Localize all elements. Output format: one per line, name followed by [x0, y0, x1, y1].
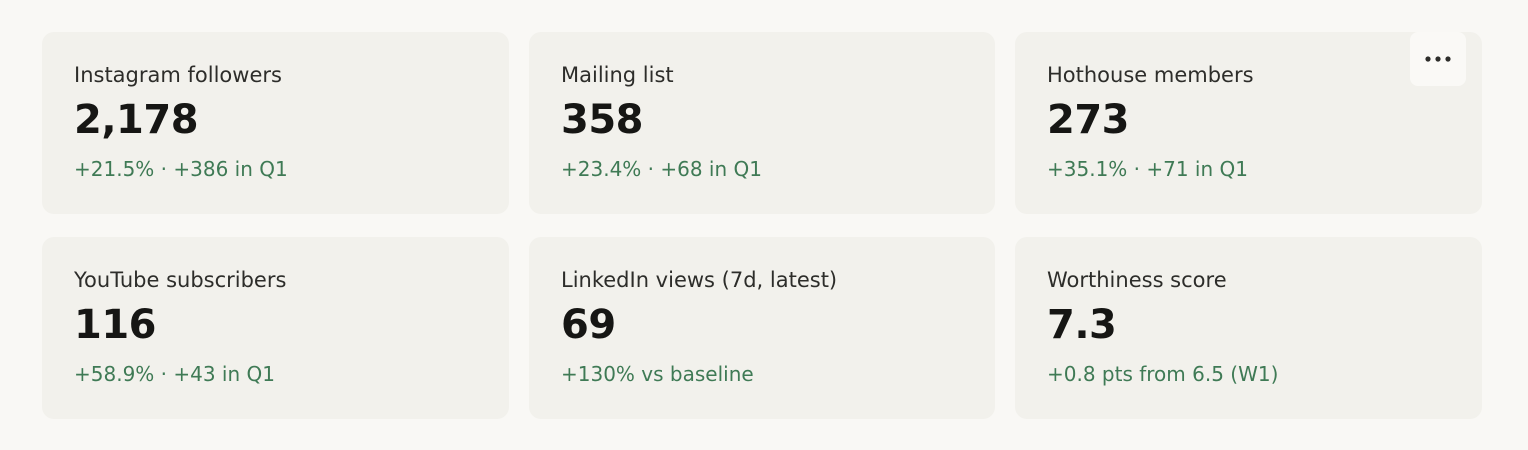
stat-label: Mailing list: [561, 63, 674, 87]
stat-change: +130% vs baseline: [561, 362, 754, 386]
stat-value: 116: [74, 302, 157, 348]
stat-card: LinkedIn views (7d, latest) 69 +130% vs ba…: [529, 237, 995, 419]
stat-card: Hothouse members 273 +35.1% · +71 in Q1: [1015, 32, 1482, 214]
stat-change: +58.9% · +43 in Q1: [74, 362, 275, 386]
stat-card: Worthiness score 7.3 +0.8 pts from 6.5 (W1…: [1015, 237, 1482, 419]
stat-value: 358: [561, 97, 644, 143]
stat-label: YouTube subscribers: [74, 268, 287, 292]
stat-change: +21.5% · +386 in Q1: [74, 157, 288, 181]
stat-change: +35.1% · +71 in Q1: [1047, 157, 1248, 181]
stat-value: 2,178: [74, 97, 199, 143]
stat-label: Hothouse members: [1047, 63, 1254, 87]
stat-value: 7.3: [1047, 302, 1117, 348]
more-button[interactable]: [1410, 32, 1466, 86]
stat-label: Instagram followers: [74, 63, 282, 87]
stat-card: YouTube subscribers 116 +58.9% · +43 in Q1: [42, 237, 509, 419]
stat-card: Mailing list 358 +23.4% · +68 in Q1: [529, 32, 995, 214]
stat-label: LinkedIn views (7d, latest): [561, 268, 838, 292]
stat-value: 273: [1047, 97, 1130, 143]
stat-grid: Instagram followers 2,178 +21.5% · +386 in…: [42, 32, 1482, 419]
stat-change: +0.8 pts from 6.5 (W1): [1047, 362, 1279, 386]
more-icon: [1425, 56, 1451, 62]
stat-label: Worthiness score: [1047, 268, 1227, 292]
stat-value: 69: [561, 302, 616, 348]
stat-card: Instagram followers 2,178 +21.5% · +386 in…: [42, 32, 509, 214]
stat-change: +23.4% · +68 in Q1: [561, 157, 762, 181]
